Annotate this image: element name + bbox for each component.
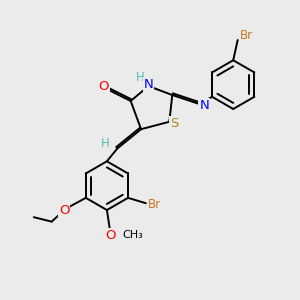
Text: N: N	[144, 78, 153, 91]
Text: H: H	[136, 71, 145, 84]
Text: O: O	[98, 80, 109, 93]
Text: Br: Br	[240, 29, 253, 42]
Text: S: S	[170, 117, 179, 130]
Text: Br: Br	[148, 198, 161, 211]
Text: O: O	[105, 229, 116, 242]
Text: N: N	[200, 99, 209, 112]
Text: CH₃: CH₃	[122, 230, 143, 240]
Text: O: O	[59, 204, 69, 217]
Text: H: H	[100, 137, 109, 150]
